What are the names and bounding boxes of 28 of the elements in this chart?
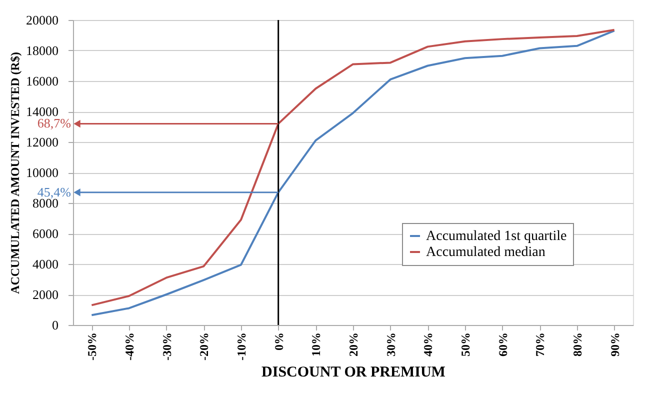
y-tick-label: 2000: [32, 287, 58, 302]
x-tick-label: 90%: [608, 332, 622, 356]
y-tick-label: 16000: [26, 74, 58, 88]
y-tick-label: 18000: [26, 43, 58, 58]
y-tick-label: 0: [52, 318, 58, 332]
y-tick-label: 10000: [26, 165, 58, 180]
y-tick-label: 20000: [26, 12, 58, 28]
legend-label: Accumulated 1st quartile: [426, 229, 567, 244]
x-tick-label: 0%: [272, 332, 286, 350]
x-tick-label: -50%: [85, 332, 100, 360]
x-tick-label: 30%: [384, 332, 398, 356]
x-tick-label: 80%: [570, 332, 584, 356]
x-tick-label: -10%: [234, 332, 248, 360]
y-tick-label: 12000: [26, 134, 58, 150]
x-tick-label: -40%: [122, 332, 136, 360]
y-tick-label: 4000: [32, 256, 58, 272]
x-axis-title: DISCOUNT OR PREMIUM: [262, 364, 446, 380]
x-tick-label: 60%: [496, 332, 510, 356]
x-tick-label: -30%: [160, 332, 174, 360]
x-tick-label: 10%: [309, 332, 324, 356]
x-tick-label: 70%: [533, 332, 548, 356]
x-tick-label: 50%: [458, 332, 472, 356]
y-axis-title: ACCUMULATED AMOUNT INVESTED (R$): [8, 52, 22, 294]
x-tick-label: -20%: [197, 332, 212, 360]
x-tick-label: 20%: [346, 332, 360, 356]
legend-label: Accumulated median: [426, 245, 546, 260]
x-tick-label: 40%: [421, 332, 436, 356]
y-tick-label: 6000: [32, 226, 58, 241]
